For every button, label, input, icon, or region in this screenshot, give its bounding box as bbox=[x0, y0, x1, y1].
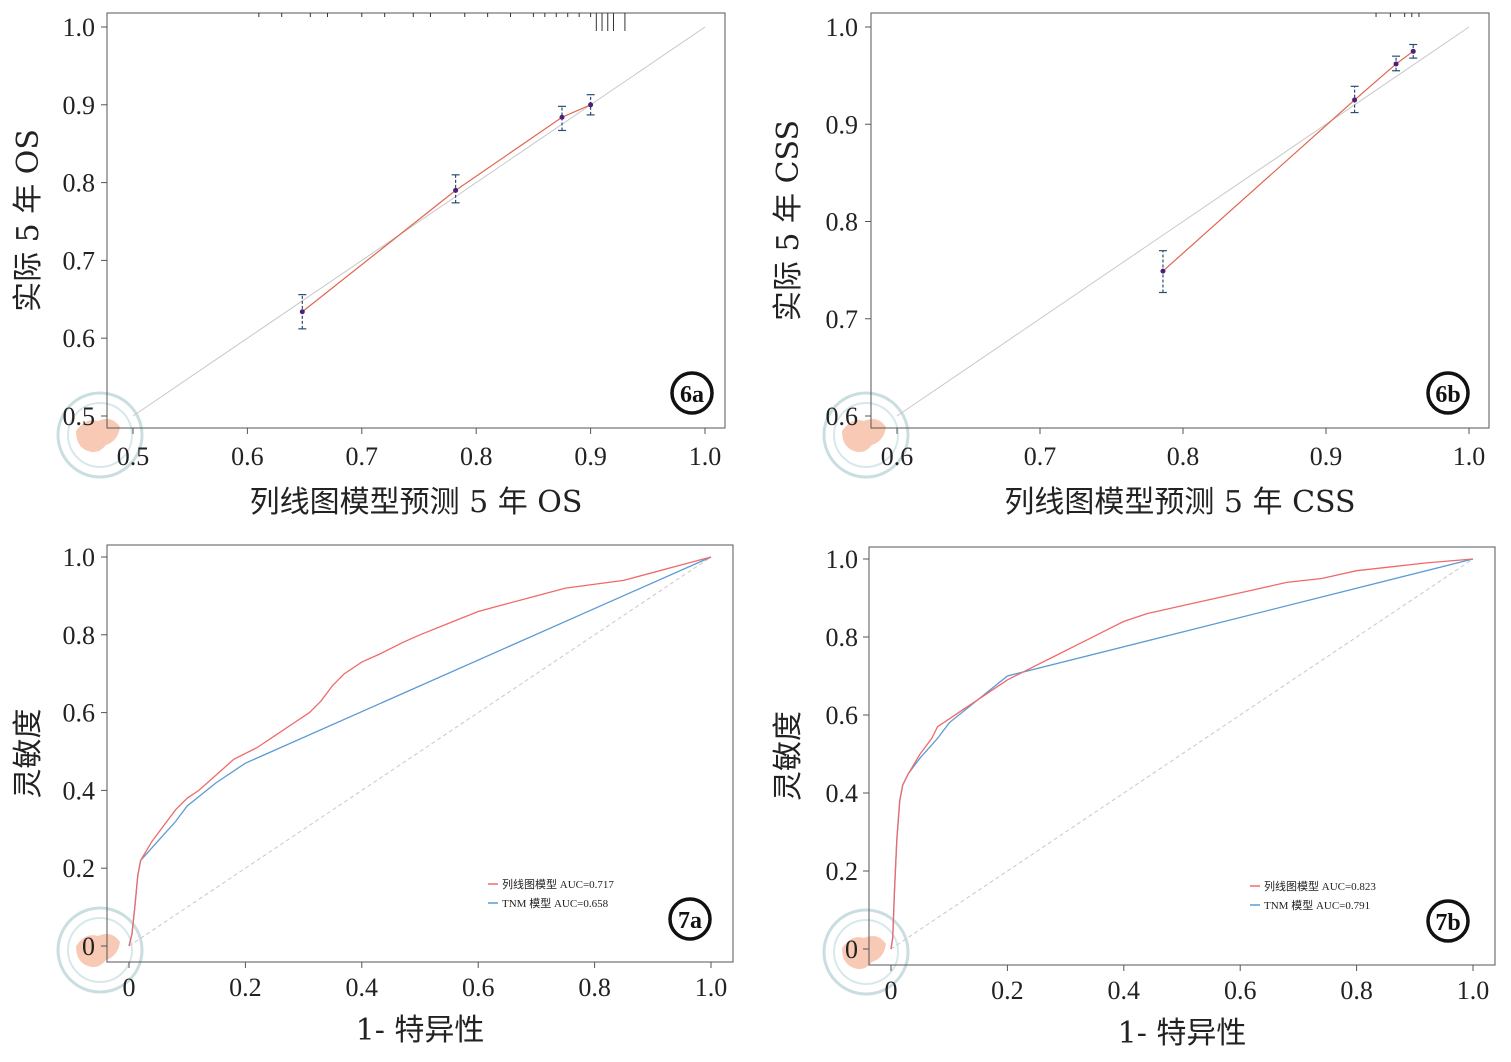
y-axis-title: 实际 5 年 CSS bbox=[771, 120, 806, 321]
y-tick-label: 0.9 bbox=[826, 110, 859, 139]
calibration-point bbox=[1393, 61, 1399, 67]
x-tick-label: 0.5 bbox=[117, 442, 150, 471]
x-axis-title: 1- 特异性 bbox=[1118, 1016, 1247, 1051]
panel-6b: 0.6 0.7 0.8 0.9 1.0 0.6 0.7 0.8 0.9 1.0 列线图模型预测 5 … bbox=[771, 12, 1490, 520]
x-tick-label: 0 bbox=[885, 976, 898, 1005]
panel-6a: 0.5 0.6 0.7 0.8 0.9 1.0 0.5 0.6 0.7 0.8 0.9 1.0 列线图模… bbox=[11, 12, 726, 520]
x-tick-label: 0.6 bbox=[881, 442, 914, 471]
panel-label: 6b bbox=[1435, 382, 1460, 408]
watermark-seal bbox=[56, 906, 144, 994]
plot-frame bbox=[870, 12, 1490, 429]
legend: 列线图模型 AUC=0.823 TNM 模型 AUC=0.791 bbox=[1250, 879, 1376, 912]
y-axis-title: 灵敏度 bbox=[11, 709, 46, 799]
y-tick-label: 1.0 bbox=[63, 13, 96, 42]
x-tick-label: 0.8 bbox=[1340, 976, 1373, 1005]
x-axis-title: 1- 特异性 bbox=[356, 1013, 485, 1048]
x-tick-label: 1.0 bbox=[1453, 442, 1486, 471]
y-tick-label: 0.4 bbox=[63, 776, 96, 805]
y-tick-label: 0.7 bbox=[826, 305, 859, 334]
panel-label: 7b bbox=[1435, 910, 1460, 936]
calibration-line bbox=[1162, 50, 1414, 272]
x-tick-label: 1.0 bbox=[695, 973, 728, 1002]
y-tick-label: 0.5 bbox=[63, 402, 96, 431]
watermark-seal bbox=[822, 391, 910, 479]
x-tick-label: 1.0 bbox=[1457, 976, 1490, 1005]
y-tick-label: 0.2 bbox=[826, 857, 859, 886]
x-tick-label: 0.7 bbox=[346, 442, 379, 471]
x-tick-label: 0.9 bbox=[1310, 442, 1343, 471]
y-tick-label: 0.8 bbox=[826, 623, 859, 652]
reference-diagonal bbox=[132, 26, 706, 417]
calibration-point bbox=[559, 114, 565, 120]
x-tick-label: 1.0 bbox=[689, 442, 722, 471]
panel-label: 7a bbox=[678, 908, 702, 934]
calibration-line bbox=[301, 104, 591, 313]
calibration-point bbox=[1160, 268, 1166, 274]
y-tick-label: 0.8 bbox=[63, 621, 96, 650]
watermark-seal bbox=[56, 391, 144, 479]
y-tick-label: 0 bbox=[82, 932, 95, 961]
roc-curve-nomogram bbox=[128, 556, 712, 947]
calibration-point bbox=[453, 187, 459, 193]
panel-7a: 0 0.2 0.4 0.6 0.8 1.0 0 0.2 0.4 0.6 0.8 1.0 1- 特异性 灵敏… bbox=[11, 543, 734, 1048]
panel-7b: 0 0.2 0.4 0.6 0.8 1.0 0 0.2 0.4 0.6 0.8 1.0 1- 特异性 灵敏… bbox=[771, 545, 1496, 1051]
x-tick-label: 0 bbox=[123, 973, 136, 1002]
legend: 列线图模型 AUC=0.717 TNM 模型 AUC=0.658 bbox=[488, 877, 614, 910]
panel-label-badge: 6a bbox=[670, 371, 714, 415]
y-tick-label: 0.2 bbox=[63, 854, 96, 883]
calibration-point bbox=[1352, 97, 1358, 103]
x-tick-label: 0.7 bbox=[1024, 442, 1057, 471]
y-tick-label: 0.7 bbox=[63, 246, 96, 275]
y-tick-label: 0.6 bbox=[826, 402, 859, 431]
y-axis-title: 实际 5 年 OS bbox=[11, 129, 46, 312]
reference-diagonal bbox=[890, 558, 1474, 950]
y-axis-title: 灵敏度 bbox=[771, 711, 806, 801]
plot-frame bbox=[106, 544, 734, 963]
x-axis-title: 列线图模型预测 5 年 OS bbox=[250, 485, 583, 520]
x-tick-label: 0.4 bbox=[346, 973, 379, 1002]
watermark-seal bbox=[822, 908, 910, 996]
legend-entry: 列线图模型 AUC=0.823 bbox=[1264, 879, 1376, 893]
y-tick-label: 1.0 bbox=[63, 543, 96, 572]
y-tick-label: 1.0 bbox=[826, 13, 859, 42]
x-tick-label: 0.8 bbox=[460, 442, 493, 471]
calibration-point bbox=[588, 102, 594, 108]
y-tick-label: 1.0 bbox=[826, 545, 859, 574]
y-tick-label: 0.6 bbox=[63, 699, 96, 728]
y-tick-label: 0 bbox=[845, 935, 858, 964]
x-tick-label: 0.8 bbox=[578, 973, 611, 1002]
x-tick-label: 0.9 bbox=[574, 442, 607, 471]
panel-label-badge: 6b bbox=[1426, 371, 1470, 415]
legend-entry: TNM 模型 AUC=0.791 bbox=[1264, 898, 1370, 912]
legend-entry: TNM 模型 AUC=0.658 bbox=[502, 896, 609, 910]
y-tick-label: 0.8 bbox=[826, 208, 859, 237]
plot-frame bbox=[106, 12, 726, 429]
legend-entry: 列线图模型 AUC=0.717 bbox=[502, 877, 614, 891]
calibration-point bbox=[1410, 48, 1416, 54]
reference-diagonal bbox=[896, 26, 1470, 417]
y-tick-label: 0.6 bbox=[63, 324, 96, 353]
panel-label-badge: 7b bbox=[1426, 899, 1470, 943]
x-tick-label: 0.2 bbox=[229, 973, 262, 1002]
x-tick-label: 0.2 bbox=[991, 976, 1024, 1005]
x-tick-label: 0.6 bbox=[462, 973, 495, 1002]
panel-label: 6a bbox=[680, 382, 704, 408]
y-tick-label: 0.8 bbox=[63, 169, 96, 198]
x-tick-label: 0.4 bbox=[1108, 976, 1141, 1005]
x-tick-label: 0.8 bbox=[1167, 442, 1200, 471]
x-axis-title: 列线图模型预测 5 年 CSS bbox=[1004, 485, 1355, 520]
y-tick-label: 0.9 bbox=[63, 91, 96, 120]
reference-diagonal bbox=[128, 556, 712, 947]
panel-label-badge: 7a bbox=[668, 897, 712, 941]
calibration-point bbox=[299, 309, 305, 315]
roc-curve-nomogram bbox=[890, 558, 1474, 950]
y-tick-label: 0.4 bbox=[826, 779, 859, 808]
x-tick-label: 0.6 bbox=[1224, 976, 1257, 1005]
x-tick-label: 0.6 bbox=[231, 442, 264, 471]
y-tick-label: 0.6 bbox=[826, 701, 859, 730]
plot-frame bbox=[868, 546, 1496, 966]
